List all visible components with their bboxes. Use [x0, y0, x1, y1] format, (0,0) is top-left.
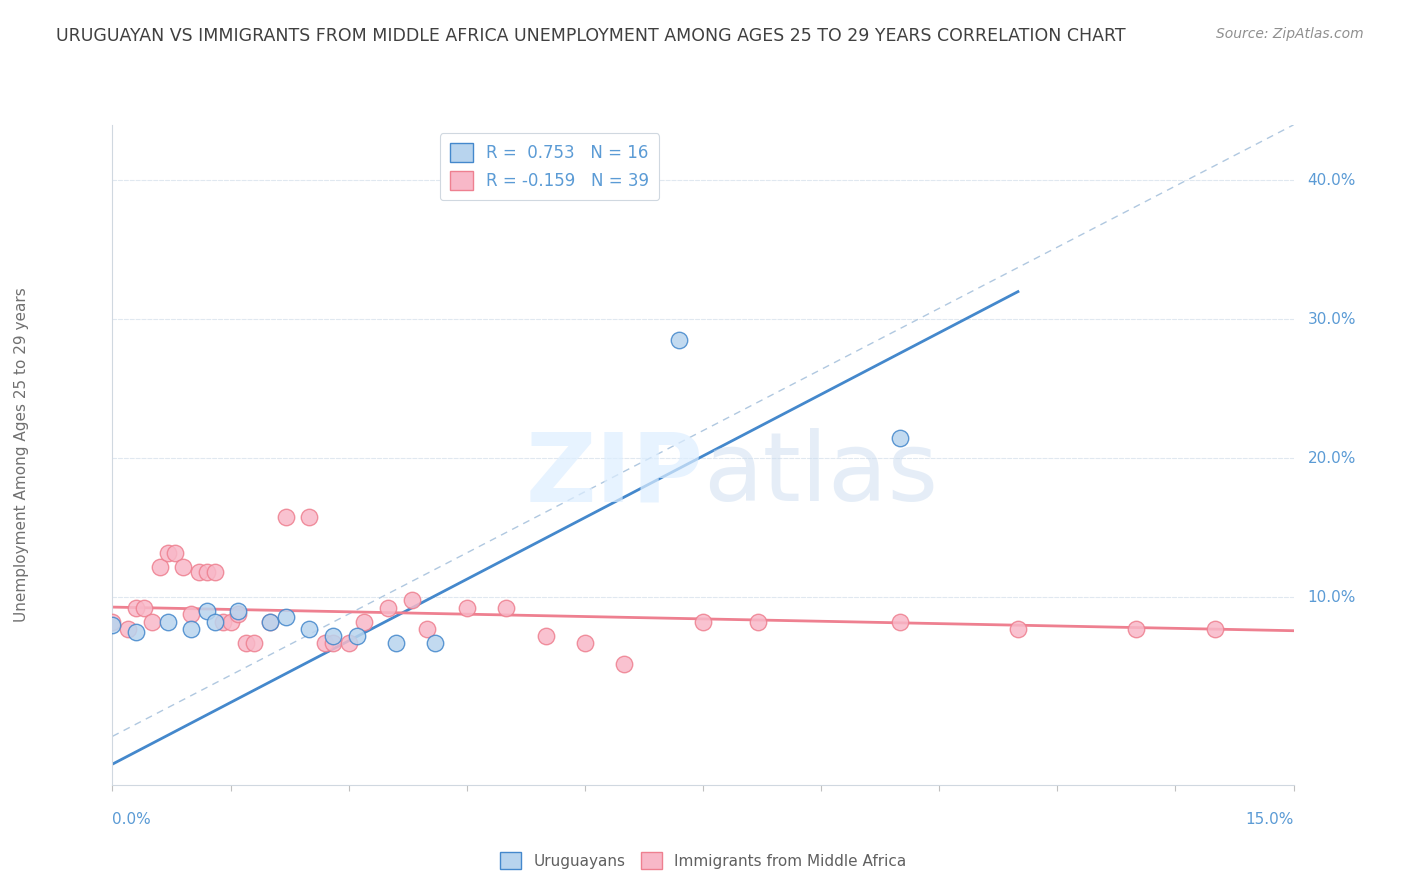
Text: 30.0%: 30.0% [1308, 312, 1355, 327]
Legend: Uruguayans, Immigrants from Middle Africa: Uruguayans, Immigrants from Middle Afric… [494, 846, 912, 875]
Point [385, 636, 408, 650]
Point [337, 636, 360, 650]
Point [346, 629, 368, 643]
Point [101, 615, 124, 630]
Point [180, 607, 202, 621]
Point [353, 615, 375, 630]
Point [156, 546, 179, 560]
Text: atlas: atlas [703, 428, 938, 521]
Point [298, 509, 321, 524]
Text: 0.0%: 0.0% [112, 812, 152, 827]
Text: 20.0%: 20.0% [1308, 450, 1355, 466]
Point [668, 333, 690, 347]
Point [574, 636, 596, 650]
Point [274, 609, 297, 624]
Point [377, 601, 399, 615]
Point [204, 615, 226, 630]
Point [132, 601, 155, 615]
Point [204, 566, 226, 580]
Point [534, 629, 557, 643]
Point [188, 566, 211, 580]
Point [235, 636, 257, 650]
Point [298, 623, 321, 637]
Text: URUGUAYAN VS IMMIGRANTS FROM MIDDLE AFRICA UNEMPLOYMENT AMONG AGES 25 TO 29 YEAR: URUGUAYAN VS IMMIGRANTS FROM MIDDLE AFRI… [56, 27, 1126, 45]
Point [747, 615, 769, 630]
Point [259, 615, 281, 630]
Point [211, 615, 233, 630]
Point [259, 615, 281, 630]
Point [228, 607, 250, 621]
Point [314, 636, 336, 650]
Point [692, 615, 714, 630]
Point [613, 657, 636, 671]
Text: Source: ZipAtlas.com: Source: ZipAtlas.com [1216, 27, 1364, 41]
Point [228, 604, 250, 618]
Text: Unemployment Among Ages 25 to 29 years: Unemployment Among Ages 25 to 29 years [14, 287, 28, 623]
Point [1125, 623, 1147, 637]
Point [195, 604, 218, 618]
Point [889, 615, 911, 630]
Point [125, 625, 148, 640]
Point [243, 636, 266, 650]
Point [401, 593, 423, 607]
Point [322, 636, 344, 650]
Text: ZIP: ZIP [524, 428, 703, 521]
Legend: R =  0.753   N = 16, R = -0.159   N = 39: R = 0.753 N = 16, R = -0.159 N = 39 [440, 133, 659, 200]
Text: 15.0%: 15.0% [1246, 812, 1294, 827]
Point [495, 601, 517, 615]
Point [416, 623, 439, 637]
Point [156, 615, 179, 630]
Point [165, 546, 187, 560]
Point [141, 615, 163, 630]
Point [322, 629, 344, 643]
Text: 10.0%: 10.0% [1308, 590, 1355, 605]
Point [274, 509, 297, 524]
Point [149, 559, 172, 574]
Point [219, 615, 242, 630]
Point [195, 566, 218, 580]
Point [889, 431, 911, 445]
Point [117, 623, 139, 637]
Point [425, 636, 447, 650]
Point [172, 559, 194, 574]
Point [180, 623, 202, 637]
Point [1204, 623, 1226, 637]
Point [101, 618, 124, 632]
Point [125, 601, 148, 615]
Text: 40.0%: 40.0% [1308, 173, 1355, 188]
Point [456, 601, 478, 615]
Point [1007, 623, 1029, 637]
